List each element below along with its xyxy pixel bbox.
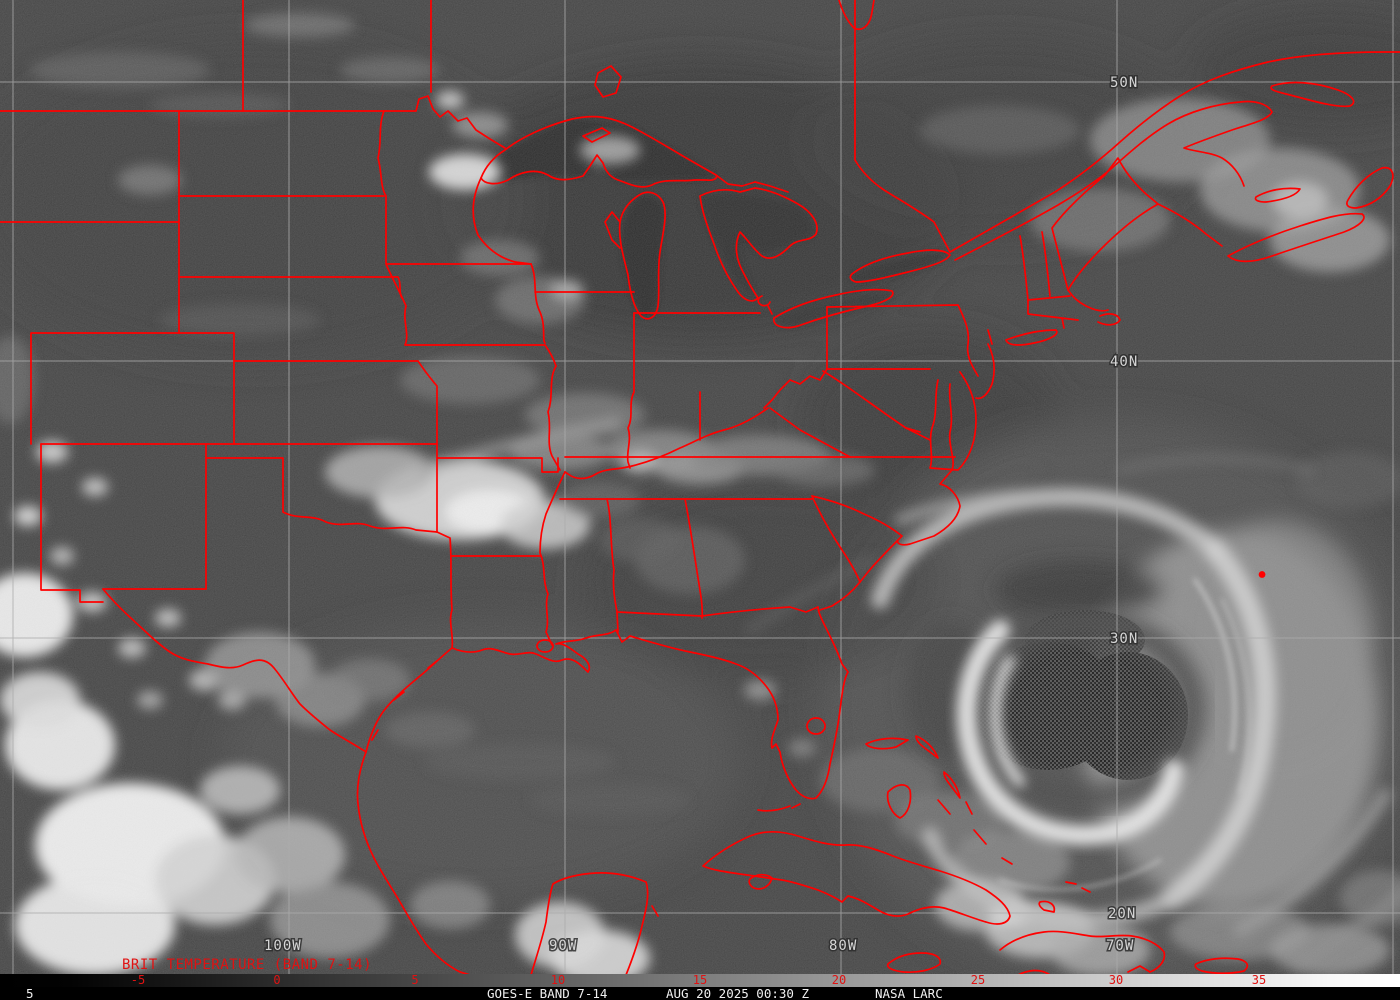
lon-label-100w: 100W [264,938,302,954]
lat-label-50n: 50N [1110,75,1138,91]
colorbar: -5 0 5 10 15 20 25 30 35 [0,974,1400,987]
frame-number: 5 [26,986,34,1000]
credit-label: NASA LARC [875,986,943,1000]
product-title: BRIT TEMPERATURE (BAND 7-14) [122,957,372,973]
colorbar-tick: 5 [411,973,419,987]
colorbar-tick: 25 [970,973,986,987]
graticule-labels: 50N 40N 30N 20N 100W 90W 80W 70W BRIT TE… [122,74,1139,974]
lon-label-70w: 70W [1106,938,1134,954]
colorbar-tick: -5 [130,973,146,987]
lat-label-20n: 20N [1108,906,1136,922]
colorbar-tick: 35 [1251,973,1267,987]
colorbar-tick: 20 [831,973,847,987]
status-bar: 5 GOES-E BAND 7-14 AUG 20 2025 00:30 Z N… [0,987,1400,1000]
noise-overlay [0,0,1400,975]
timestamp-label: AUG 20 2025 00:30 Z [666,986,809,1000]
colorbar-tick: 15 [692,973,708,987]
lon-label-90w: 90W [549,938,577,954]
lat-label-30n: 30N [1110,631,1138,647]
colorbar-tick: 10 [550,973,566,987]
lat-label-40n: 40N [1110,354,1138,370]
map-borders [0,0,1400,975]
lon-label-80w: 80W [829,938,857,954]
satellite-image: 50N 40N 30N 20N 100W 90W 80W 70W BRIT TE… [0,0,1400,975]
colorbar-tick: 30 [1108,973,1124,987]
sensor-label: GOES-E BAND 7-14 [487,986,608,1000]
colorbar-tick: 0 [273,973,281,987]
